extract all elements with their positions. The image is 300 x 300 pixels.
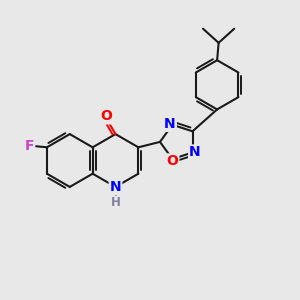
Text: O: O xyxy=(167,154,178,168)
Text: F: F xyxy=(25,139,34,153)
Text: N: N xyxy=(164,117,176,131)
Text: O: O xyxy=(100,110,112,123)
Text: H: H xyxy=(111,196,121,209)
Text: N: N xyxy=(189,146,201,160)
Text: N: N xyxy=(110,180,121,194)
